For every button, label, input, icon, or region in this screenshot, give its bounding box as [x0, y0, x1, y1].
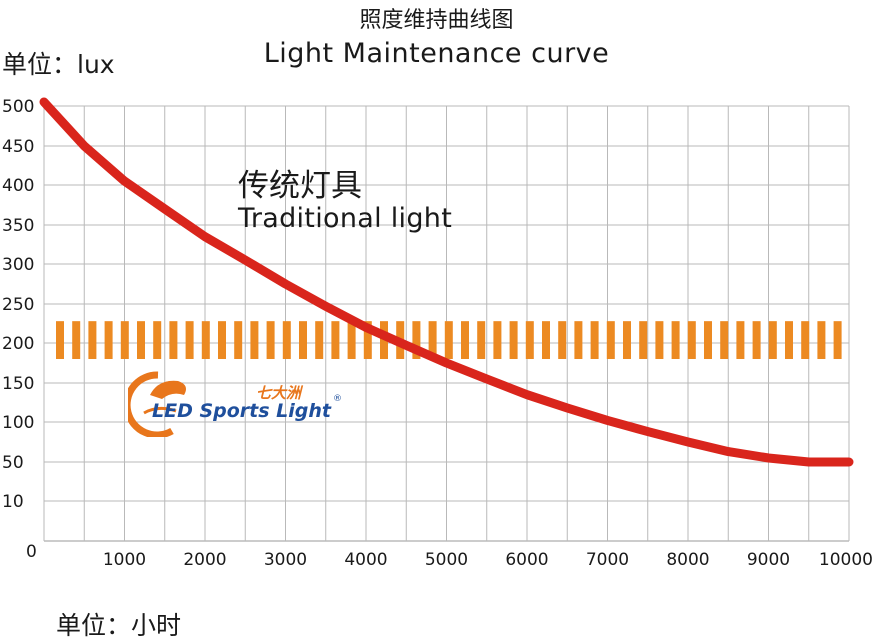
band-segment — [720, 321, 729, 359]
band-segment — [785, 321, 793, 359]
band-segment — [234, 321, 243, 359]
band-segment — [833, 321, 842, 359]
band-segment — [671, 321, 680, 359]
y-tick-label: 150 — [2, 374, 34, 394]
band-segment — [153, 321, 162, 359]
y-tick-label: 10 — [2, 492, 24, 512]
y-axis-label: 单位：lux — [2, 50, 115, 79]
y-tick-label: 0 — [26, 542, 37, 562]
band-segment — [655, 321, 664, 359]
band-segment — [201, 321, 210, 359]
maintained-illuminance-band — [56, 321, 842, 359]
band-segment — [282, 321, 291, 359]
band-segment — [266, 321, 275, 359]
band-segment — [687, 321, 696, 359]
logo-globe-icon — [128, 371, 186, 437]
band-segment — [509, 321, 518, 359]
band-segment — [801, 321, 810, 359]
y-tick-label: 300 — [2, 255, 34, 275]
band-segment — [493, 321, 502, 359]
y-tick-label: 450 — [2, 137, 34, 157]
x-tick-label: 5000 — [425, 550, 468, 570]
x-tick-label: 4000 — [344, 550, 387, 570]
chart-subtitle: Light Maintenance curve — [263, 38, 610, 69]
band-segment — [525, 321, 534, 359]
band-segment — [250, 321, 259, 359]
x-tick-label: 10000 — [819, 550, 873, 570]
band-segment — [444, 321, 453, 359]
band-segment — [768, 321, 777, 359]
band-segment — [315, 321, 324, 359]
band-segment — [704, 321, 712, 359]
band-segment — [185, 321, 194, 359]
x-tick-label: 7000 — [586, 550, 629, 570]
x-tick-label: 3000 — [264, 550, 307, 570]
band-segment — [347, 321, 356, 359]
y-axis-ticks: 0 10 50 100 150 200 250 300 350 400 450 500 — [2, 97, 37, 562]
x-axis-label: 单位：小时 — [56, 611, 182, 640]
band-segment — [218, 321, 226, 359]
logo-registered-mark: ® — [333, 394, 342, 404]
band-segment — [606, 321, 615, 359]
band-segment — [299, 321, 307, 359]
band-segment — [477, 321, 486, 359]
x-tick-label: 1000 — [103, 550, 146, 570]
y-tick-label: 350 — [2, 216, 34, 236]
band-segment — [590, 321, 599, 359]
annotation-en: Traditional light — [238, 203, 453, 234]
x-tick-label: 6000 — [505, 550, 548, 570]
band-segment — [88, 321, 97, 359]
band-segment — [120, 321, 129, 359]
y-tick-label: 50 — [2, 453, 24, 473]
y-tick-label: 250 — [2, 295, 34, 315]
band-segment — [56, 321, 64, 359]
band-segment — [72, 321, 81, 359]
band-segment — [817, 321, 826, 359]
band-segment — [558, 321, 567, 359]
band-segment — [461, 321, 469, 359]
traditional-light-curve — [39, 97, 854, 467]
chart-title: 照度维持曲线图 — [359, 8, 514, 33]
band-segment — [104, 321, 113, 359]
x-tick-label: 2000 — [183, 550, 226, 570]
band-segment — [639, 321, 648, 359]
band-segment — [736, 321, 745, 359]
y-tick-label: 100 — [2, 413, 34, 433]
x-tick-label: 8000 — [666, 550, 709, 570]
band-segment — [331, 321, 340, 359]
band-segment — [169, 321, 178, 359]
band-segment — [542, 321, 550, 359]
band-segment — [428, 321, 437, 359]
y-tick-label: 500 — [2, 97, 34, 117]
y-tick-label: 200 — [2, 334, 34, 354]
band-segment — [574, 321, 583, 359]
band-segment — [752, 321, 761, 359]
x-axis-ticks: 1000 2000 3000 4000 5000 6000 7000 8000 9000 1000… — [103, 550, 873, 570]
y-tick-label: 400 — [2, 176, 34, 196]
band-segment — [363, 321, 372, 359]
band-segment — [412, 321, 421, 359]
band-segment — [623, 321, 631, 359]
annotation-cn: 传统灯具 — [238, 168, 362, 204]
logo-cn-text: 七大洲 — [256, 384, 302, 402]
x-tick-label: 9000 — [747, 550, 790, 570]
logo-en-text: LED Sports Light — [152, 400, 332, 422]
band-segment — [137, 321, 145, 359]
